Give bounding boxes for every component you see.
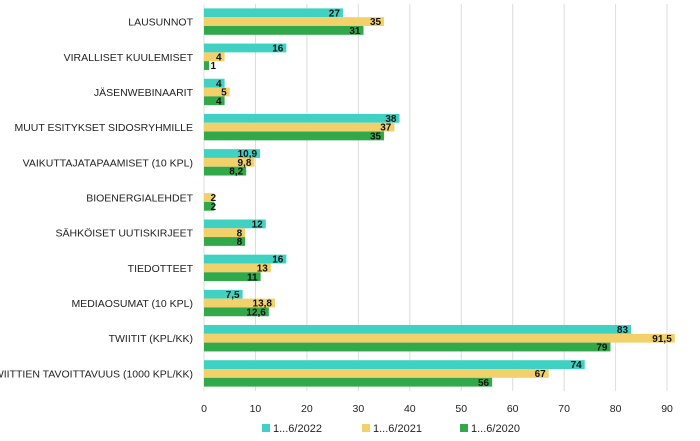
- category-label: LAUSUNNOT: [128, 17, 193, 29]
- data-label: 79: [596, 343, 608, 354]
- x-tick-label: 70: [558, 403, 570, 415]
- bar: [204, 219, 266, 229]
- data-label: 12,6: [246, 307, 266, 318]
- data-label: 13: [257, 263, 269, 274]
- bar: [204, 342, 611, 352]
- data-label: 37: [380, 123, 392, 134]
- data-label: 27: [329, 8, 341, 19]
- bar: [204, 254, 287, 264]
- data-label: 16: [272, 255, 284, 266]
- legend-swatch: [362, 424, 370, 432]
- legend: 1...6/2022 1...6/2021 1...6/2020: [262, 423, 520, 435]
- x-tick-labels: 0 10 20 30 40 50 60 70 80 90: [201, 403, 673, 415]
- data-label: 11: [247, 272, 258, 283]
- x-tick-label: 40: [404, 403, 416, 415]
- data-label: 5: [221, 88, 227, 99]
- data-label: 91,5: [652, 334, 672, 345]
- x-tick-label: 30: [353, 403, 365, 415]
- data-label: 1: [210, 61, 216, 72]
- bar: [204, 113, 400, 123]
- x-tick-label: 50: [455, 403, 467, 415]
- category-labels: LAUSUNNOT VIRALLISET KUULEMISET JÄSENWEBIN…: [0, 17, 194, 381]
- bar: [204, 87, 230, 97]
- data-label: 2: [210, 193, 216, 204]
- bar: [204, 25, 364, 35]
- bar: [204, 377, 493, 387]
- x-tick-label: 20: [301, 403, 313, 415]
- category-label: TWIITTIEN TAVOITTAVUUS (1000 KPL/KK): [0, 368, 193, 380]
- bar: [204, 122, 395, 132]
- bar: [204, 228, 246, 238]
- bar: [204, 17, 385, 26]
- data-label: 31: [349, 26, 361, 37]
- data-labels: 273531164145438373510,99,88,222128816131…: [210, 8, 672, 388]
- category-label: VAIKUTTAJATAPAAMISET (10 KPL): [23, 157, 193, 169]
- bar: [204, 298, 276, 308]
- bar: [204, 369, 549, 378]
- bar: [204, 149, 261, 158]
- category-label: VIRALLISET KUULEMISET: [64, 52, 194, 64]
- bar: [204, 325, 632, 334]
- category-label: SÄHKÖISET UUTISKIRJEET: [56, 228, 194, 240]
- data-label: 4: [216, 79, 222, 90]
- data-label: 2: [210, 202, 216, 213]
- category-label: TIEDOTTEET: [128, 263, 194, 275]
- data-label: 4: [216, 52, 222, 63]
- legend-label: 1...6/2022: [273, 423, 322, 435]
- bar: [204, 78, 225, 88]
- bar: [204, 96, 225, 106]
- bar: [204, 289, 243, 299]
- legend-swatch: [460, 424, 468, 432]
- bar: [204, 166, 247, 176]
- bar: [204, 272, 261, 282]
- bar: [204, 157, 255, 167]
- bar: [204, 360, 585, 370]
- bar: [204, 193, 215, 202]
- data-label: 16: [272, 44, 284, 55]
- bar: [204, 43, 287, 53]
- bar: [204, 201, 215, 211]
- x-tick-label: 10: [250, 403, 262, 415]
- x-tick-label: 60: [507, 403, 519, 415]
- bar: [204, 237, 246, 246]
- data-label: 7,5: [226, 290, 240, 301]
- bar: [204, 61, 210, 70]
- bar: [204, 131, 385, 141]
- bars: [204, 8, 675, 387]
- data-label: 8,2: [229, 167, 243, 178]
- x-tick-label: 90: [661, 403, 673, 415]
- data-label: 10,9: [238, 149, 258, 160]
- category-label: MUUT ESITYKSET SIDOSRYHMILLE: [14, 122, 193, 134]
- legend-swatch: [262, 424, 270, 432]
- data-label: 13,8: [253, 299, 273, 310]
- grid-lines: [203, 4, 668, 391]
- data-label: 74: [571, 360, 583, 371]
- data-label: 9,8: [238, 158, 252, 169]
- data-label: 38: [385, 114, 397, 125]
- legend-label: 1...6/2021: [373, 423, 422, 435]
- data-label: 83: [617, 325, 629, 336]
- x-tick-label: 80: [610, 403, 622, 415]
- category-label: JÄSENWEBINAARIT: [94, 87, 194, 99]
- data-label: 12: [252, 219, 264, 230]
- category-label: BIOENERGIALEHDET: [86, 193, 193, 205]
- bar: [204, 52, 225, 62]
- data-label: 4: [216, 96, 222, 107]
- category-label: MEDIAOSUMAT (10 KPL): [71, 298, 193, 310]
- x-tick-label: 0: [201, 403, 207, 415]
- data-label: 8: [237, 228, 243, 239]
- bar: [204, 307, 269, 317]
- legend-label: 1...6/2020: [471, 423, 520, 435]
- category-label: TWIITIT (KPL/KK): [109, 333, 193, 345]
- data-label: 56: [478, 378, 490, 389]
- bar: [204, 263, 271, 273]
- data-label: 35: [370, 17, 382, 28]
- data-label: 35: [370, 132, 382, 143]
- bar: [204, 333, 675, 343]
- data-label: 67: [535, 369, 547, 380]
- bar: [204, 8, 343, 18]
- data-label: 8: [237, 237, 243, 248]
